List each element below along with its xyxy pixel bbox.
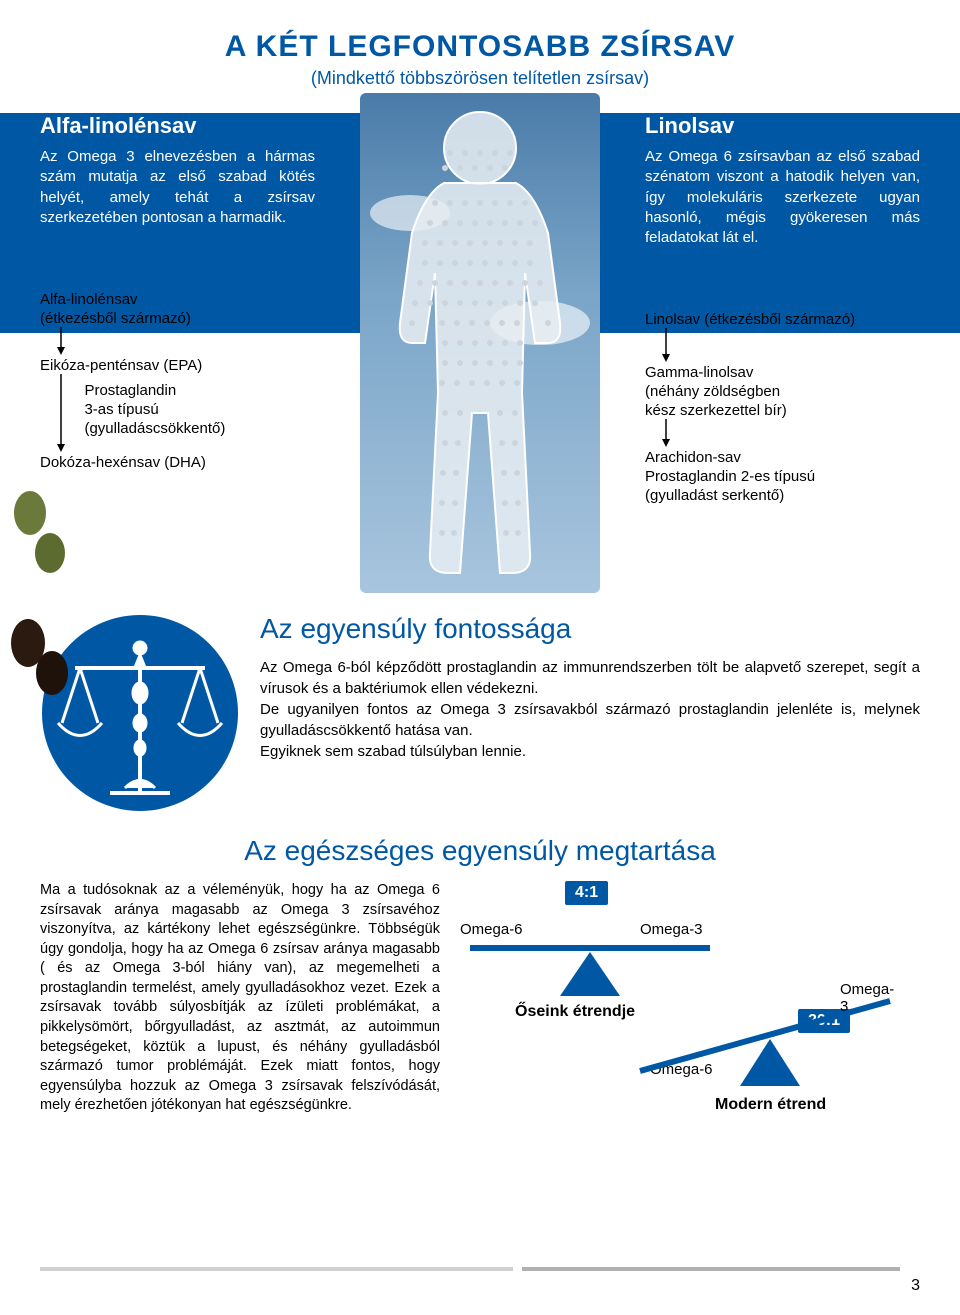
omega6-label: OMEGA-6 [645, 284, 920, 307]
omega3-chain-0: Alfa-linolénsav [40, 291, 315, 308]
omega6-chain-2c: (gyulladást serkentő) [645, 487, 920, 504]
left-paragraph: Az Omega 3 elnevezésben a hármas szám mu… [40, 147, 315, 228]
balance-paragraph: Az Omega 6-ból képződött prostaglandin a… [260, 657, 920, 762]
seesaw-diagram: 4:1 Omega-6 Omega-3 Őseink étrendje 20:1… [460, 881, 900, 1141]
page-subtitle: (Mindkettő többszörösen telítetlen zsírs… [40, 68, 920, 89]
balance-p1: Az Omega 6-ból képződött prostaglandin a… [260, 659, 920, 697]
health-paragraph: Ma a tudósoknak az a véleményük, hogy ha… [40, 881, 440, 1116]
omega6-chain-1c: kész szerkezettel bír) [645, 402, 920, 419]
arrow-down-icon [661, 419, 920, 447]
human-figure [330, 93, 630, 593]
footer-bar [40, 1267, 900, 1271]
health-title: Az egészséges egyensúly megtartása [40, 835, 920, 867]
balance-p3: Egyiknek sem szabad túlsúlyban lennie. [260, 743, 526, 760]
right-paragraph: Az Omega 6 zsírsavban az első szabad szé… [645, 147, 920, 248]
ratio-4-1: 4:1 [565, 881, 608, 905]
balance-p2: De ugyanilyen fontos az Omega 3 zsírsava… [260, 701, 920, 739]
omega6-chain-1a: Gamma-linolsav [645, 364, 920, 381]
balance-title: Az egyensúly fontossága [260, 613, 920, 645]
omega3-chain-1: Eikóza-penténsav (EPA) [40, 357, 315, 374]
omega3-chain-0-sub: (étkezésből származó) [40, 310, 315, 327]
omega3-chain-2c: (gyulladáscsökkentő) [84, 420, 225, 437]
omega3-label: OMEGA 3 [40, 264, 315, 287]
omega6-chain-2b: Prostaglandin 2-es típusú [645, 468, 920, 485]
modern-label: Modern étrend [715, 1096, 826, 1114]
right-heading: Linolsav [645, 113, 920, 139]
omega6-chain-1b: (néhány zöldségben [645, 383, 920, 400]
omega6-chain-0: Linolsav (étkezésből származó) [645, 311, 920, 328]
arrow-down-icon [661, 328, 920, 362]
page-title: A KÉT LEGFONTOSABB ZSÍRSAV [40, 30, 920, 64]
omega3-chain-3: Dokóza-hexénsav (DHA) [40, 454, 315, 471]
arrow-down-icon [56, 374, 66, 452]
omega6-chain-2a: Arachidon-sav [645, 449, 920, 466]
ancestor-label: Őseink étrendje [515, 1003, 635, 1021]
omega3-chain-2b: 3-as típusú [84, 401, 225, 418]
olives-image [10, 473, 80, 713]
arrow-down-icon [56, 327, 315, 355]
left-heading: Alfa-linolénsav [40, 113, 315, 139]
page-number: 3 [911, 1277, 920, 1295]
omega3-chain-2a: Prostaglandin [84, 382, 225, 399]
